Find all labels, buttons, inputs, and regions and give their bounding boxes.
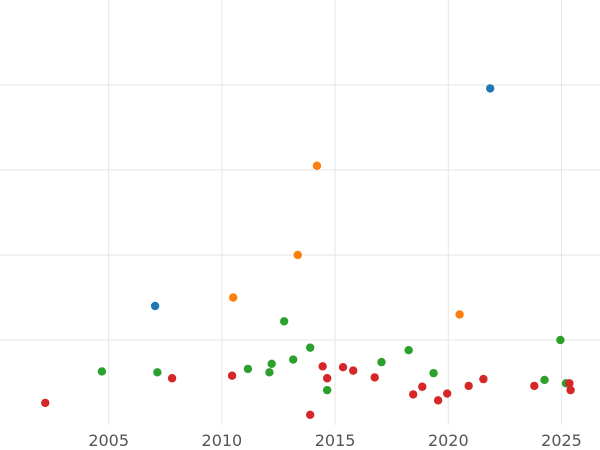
data-point: [404, 346, 413, 355]
data-point: [433, 396, 443, 405]
data-point: [565, 379, 574, 388]
data-point: [479, 374, 488, 384]
grid-layer: [0, 0, 600, 425]
data-point: [540, 375, 549, 385]
data-point: [349, 366, 358, 375]
data-point: [305, 410, 315, 419]
data-point: [409, 390, 418, 399]
data-point: [265, 368, 274, 377]
data-point: [167, 374, 177, 383]
data-point: [442, 389, 452, 398]
x-tick-labels: 2005 2010 2015 2020 2025: [88, 431, 582, 450]
data-point: [97, 367, 107, 376]
data-point: [530, 381, 539, 391]
data-point: [370, 373, 379, 382]
data-point: [318, 362, 327, 371]
x-tick-label: 2015: [315, 431, 356, 450]
data-point: [556, 335, 565, 345]
data-point: [150, 301, 160, 311]
data-point: [322, 385, 332, 395]
data-point: [464, 381, 473, 391]
data-point: [485, 84, 495, 93]
data-point: [322, 374, 332, 383]
data-point: [566, 385, 575, 395]
data-point: [243, 364, 253, 374]
data-point: [455, 310, 464, 319]
data-point: [267, 359, 276, 368]
data-point: [227, 371, 237, 380]
data-point: [229, 293, 238, 302]
data-point: [312, 161, 322, 170]
data-point: [338, 363, 348, 372]
x-tick-label: 2020: [428, 431, 469, 450]
x-tick-label: 2010: [202, 431, 243, 450]
data-point: [289, 355, 298, 364]
x-tick-label: 2025: [541, 431, 582, 450]
data-point: [41, 398, 50, 408]
data-point: [305, 343, 315, 352]
x-tick-label: 2005: [88, 431, 129, 450]
data-point: [429, 368, 438, 378]
data-point: [153, 368, 162, 377]
points-layer: [41, 84, 575, 419]
data-point: [418, 382, 427, 391]
data-point: [293, 250, 302, 260]
data-point: [377, 357, 386, 367]
data-point: [279, 317, 289, 326]
